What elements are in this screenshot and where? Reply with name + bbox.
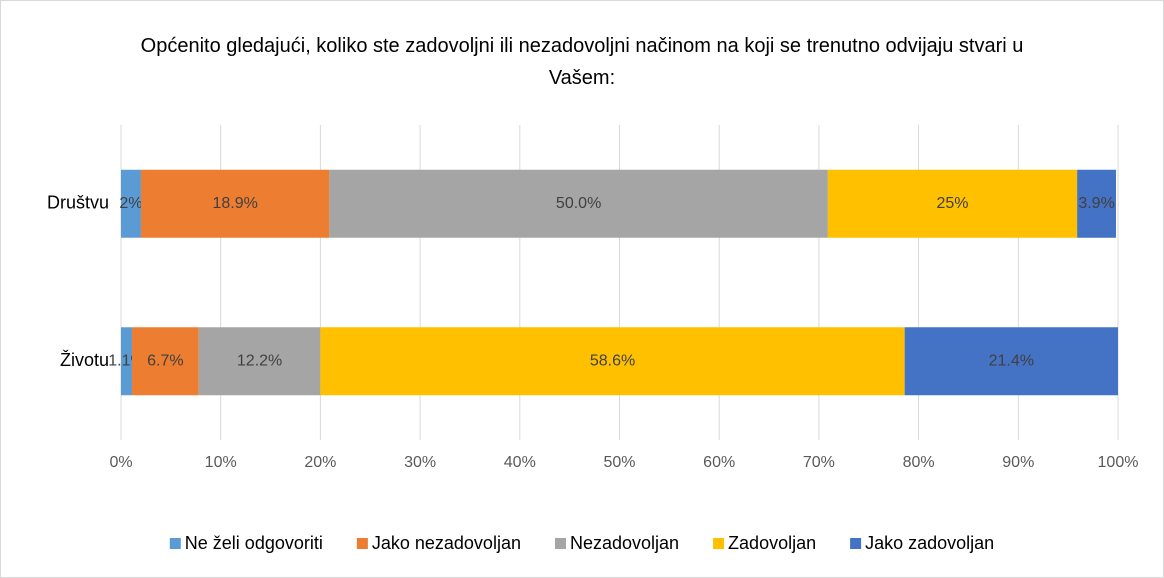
x-tick-label: 0% [109, 454, 132, 471]
data-label: 50.0% [556, 195, 601, 212]
x-tick-label: 10% [205, 454, 237, 471]
bar-segment [329, 169, 828, 238]
legend-label: Zadovoljan [728, 533, 816, 553]
x-tick-label: 30% [404, 454, 436, 471]
legend-label: Jako nezadovoljan [372, 533, 521, 553]
legend-label: Ne želi odgovoriti [185, 533, 323, 553]
data-label: 6.7% [147, 352, 183, 369]
x-tick-label: 40% [504, 454, 536, 471]
bar-segment [198, 327, 321, 396]
bar-segment [140, 169, 330, 238]
data-label: 2% [119, 195, 142, 212]
bar-segment [131, 327, 199, 396]
bar-segment [1077, 169, 1117, 238]
x-tick-label: 90% [1002, 454, 1034, 471]
data-label: 58.6% [590, 352, 635, 369]
legend-label: Nezadovoljan [570, 533, 679, 553]
data-label: 12.2% [237, 352, 282, 369]
x-tick-label: 60% [703, 454, 735, 471]
bar-segment [121, 169, 141, 238]
legend-swatch [850, 538, 862, 549]
bar-segment [121, 327, 132, 396]
legend-swatch [554, 538, 566, 549]
x-tick-label: 80% [903, 454, 935, 471]
x-tick-label: 70% [803, 454, 835, 471]
x-tick-label: 100% [1098, 454, 1139, 471]
bar-segment [904, 327, 1118, 396]
data-label: 25% [936, 195, 968, 212]
bar-segment [320, 327, 905, 396]
x-tick-label: 20% [304, 454, 336, 471]
x-tick-label: 50% [603, 454, 635, 471]
chart-title: Općenito gledajući, koliko ste zadovoljn… [140, 35, 1024, 89]
legend-label: Jako zadovoljan [865, 533, 994, 553]
data-label: 3.9% [1078, 195, 1114, 212]
data-label: 21.4% [989, 352, 1034, 369]
y-tick-label: Društvu [47, 193, 109, 213]
bar-segment [827, 169, 1078, 238]
y-tick-label: Životu [60, 350, 109, 370]
legend-swatch [356, 538, 368, 549]
legend-swatch [713, 538, 725, 549]
legend-swatch [169, 538, 181, 549]
data-label: 18.9% [212, 195, 257, 212]
